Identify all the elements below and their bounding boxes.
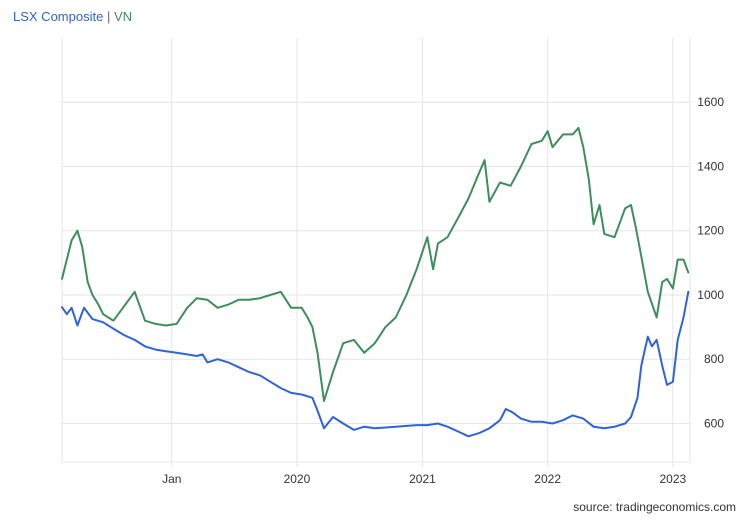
x-axis-labels: Jan 2020 2021 2022 2023 [162,472,686,486]
y-tick-label: 600 [704,416,724,430]
chart-lines [61,126,690,438]
legend-vn[interactable]: VN [113,9,133,24]
y-tick-label: 1400 [697,159,724,173]
chart-legend: LSX Composite | VN [13,9,132,24]
x-tick-label: Jan [162,472,181,486]
y-tick-label: 1200 [697,224,724,238]
y-tick-label: 800 [704,352,724,366]
x-tick-label: 2022 [534,472,561,486]
x-tick-label: 2020 [284,472,311,486]
series-line-vn[interactable] [61,126,690,402]
y-axis-labels: 600 800 1000 1200 1400 1600 [697,95,724,430]
y-tick-label: 1600 [697,95,724,109]
x-tick-label: 2023 [659,472,686,486]
source-label: source: tradingeconomics.com [573,500,736,514]
legend-lsx-composite[interactable]: LSX Composite [13,9,104,24]
y-tick-label: 1000 [697,288,724,302]
chart-grid [61,38,691,467]
x-tick-label: 2021 [409,472,436,486]
series-line-lsx-composite[interactable] [61,290,690,438]
legend-separator: | [106,9,111,24]
